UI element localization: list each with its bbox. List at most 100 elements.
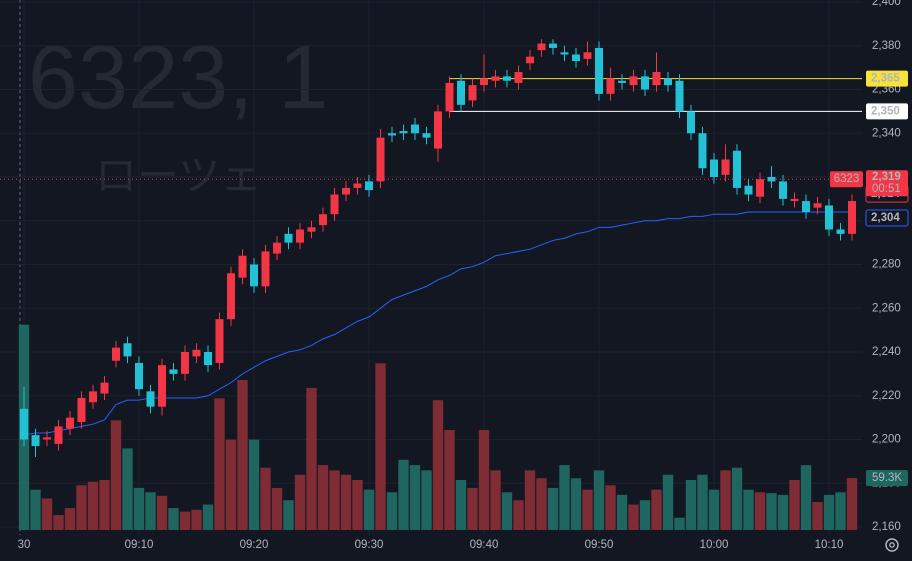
price-line-label: 2,350 (871, 105, 900, 117)
volume-bar (398, 459, 409, 530)
candle-body (629, 76, 638, 86)
volume-bar (812, 501, 823, 530)
candle-body (480, 78, 488, 86)
candle-body (100, 382, 109, 394)
volume-bar (835, 492, 846, 530)
volume-bar (145, 492, 156, 530)
volume-bar (490, 470, 501, 530)
candle-body (273, 242, 281, 254)
candle-body (20, 408, 28, 440)
candle-body (445, 82, 454, 112)
candle-body (836, 229, 845, 234)
volume-bar (363, 489, 375, 530)
y-tick-label: 2,280 (872, 259, 901, 271)
candle-body (169, 369, 178, 374)
volume-bar (53, 515, 64, 530)
y-tick-label: 2,160 (872, 521, 901, 533)
plot (0, 39, 862, 530)
volume-bar (651, 489, 662, 530)
candle-body (503, 76, 511, 81)
volume-bar (582, 489, 593, 530)
volume-bar (283, 500, 294, 530)
last-price-box (866, 170, 908, 197)
y-tick-label: 2,200 (872, 434, 901, 446)
candle-body (825, 205, 833, 230)
volume-bar (478, 430, 490, 530)
candle-body (767, 177, 776, 182)
volume-bar (202, 504, 214, 530)
volume-bar (306, 387, 317, 530)
x-tick-label: 09:10 (125, 539, 154, 551)
volume-bar (697, 474, 708, 530)
symbol-box (830, 171, 863, 188)
x-tick-label: 10:10 (815, 539, 844, 551)
candle-body (422, 133, 431, 138)
candle-body (790, 198, 799, 202)
volume-bar (524, 470, 536, 530)
candle-body (376, 137, 385, 182)
candle-body (353, 183, 362, 188)
x-tick-label: 30 (18, 539, 31, 551)
countdown: 00:51 (872, 183, 901, 195)
volume-bar (41, 498, 53, 530)
y-tick-label: 2,220 (872, 390, 901, 402)
volume-bar (225, 439, 237, 530)
volume-bar (662, 474, 674, 530)
volume-bar (685, 480, 697, 530)
volume-bar (87, 481, 99, 530)
volume-bar (375, 363, 386, 530)
price-line-label-box (866, 70, 908, 87)
y-tick-label: 2,380 (872, 40, 901, 52)
volume-bar (329, 470, 340, 530)
volume-bar (708, 489, 720, 530)
candle-body (434, 111, 442, 149)
candle-body (687, 111, 695, 134)
volume-bar (639, 500, 651, 530)
volume-bar (340, 474, 352, 530)
volume-label-box (866, 469, 908, 486)
settings-icon[interactable] (885, 538, 899, 552)
volume-bar (30, 489, 41, 530)
y-tick-label: 2,240 (872, 346, 901, 358)
volume-bar (294, 474, 306, 530)
candle-body (330, 194, 339, 215)
candle-body (123, 343, 132, 357)
candle-body (560, 52, 569, 55)
volume-bar (133, 487, 145, 530)
volume-bar (570, 478, 582, 530)
candle-body (583, 52, 592, 59)
candle-body (526, 56, 534, 64)
volume-bar (214, 398, 225, 530)
volume-bar (605, 485, 616, 530)
candle-body (664, 78, 672, 86)
price-line-label: 2,365 (871, 73, 900, 85)
volume-bar (536, 478, 547, 530)
volume-bar (352, 480, 363, 530)
candle-body (721, 159, 730, 175)
candle-body (457, 80, 465, 105)
volume-bar (593, 470, 605, 530)
candle-body (43, 437, 51, 440)
candle-body (802, 201, 810, 212)
marker-label: 2,304 (871, 212, 900, 224)
volume-bar (846, 477, 858, 530)
volume-bar (99, 480, 110, 530)
candle-body (813, 203, 822, 208)
volume-label: 59.3K (872, 472, 902, 484)
candle-body (135, 362, 143, 390)
candle-body (146, 391, 155, 407)
volume-bar (777, 494, 789, 530)
candle-body (66, 417, 74, 429)
candle-body (549, 43, 557, 48)
candle-body (227, 273, 235, 320)
candle-body (733, 150, 741, 188)
candle-body (204, 352, 212, 366)
volume-bar (823, 494, 835, 530)
last-price-label: 2,319 (872, 171, 901, 183)
candle-body (342, 187, 350, 195)
candle-body (365, 181, 373, 191)
volume-bar (444, 430, 455, 530)
watermark-symbol: 6323, 1 (28, 28, 328, 128)
candle-body (388, 133, 396, 136)
